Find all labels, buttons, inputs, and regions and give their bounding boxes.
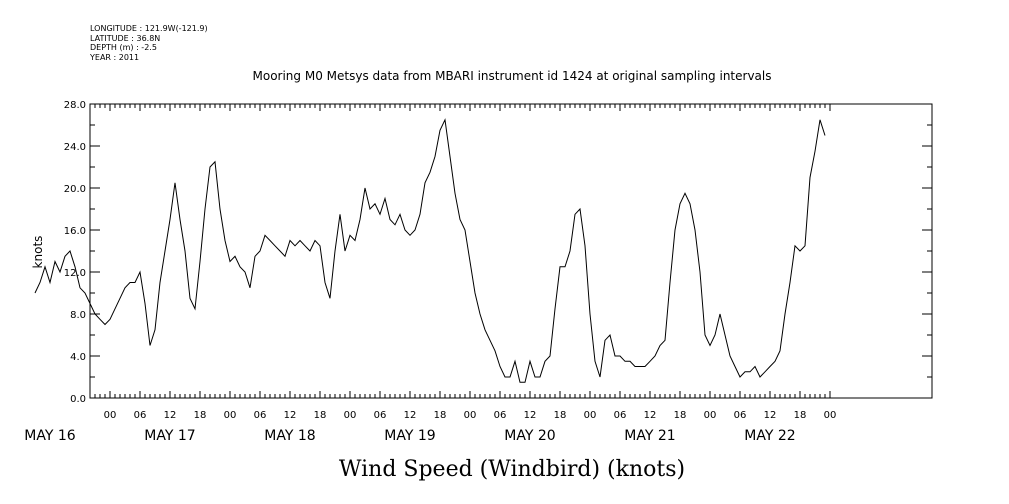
hour-tick-label: 06	[614, 410, 627, 421]
hour-tick-label: 00	[584, 410, 597, 421]
hour-tick-label: 06	[374, 410, 387, 421]
hour-tick-label: 12	[524, 410, 537, 421]
day-label: MAY 21	[624, 428, 675, 444]
day-label: MAY 17	[144, 428, 195, 444]
chart-title: Mooring M0 Metsys data from MBARI instru…	[253, 69, 772, 83]
hour-tick-label: 12	[164, 410, 177, 421]
y-tick-label: 0.0	[70, 394, 86, 405]
hour-tick-label: 12	[644, 410, 657, 421]
hour-tick-label: 00	[224, 410, 237, 421]
hour-tick-label: 00	[104, 410, 117, 421]
hour-tick-label: 18	[794, 410, 807, 421]
plot-frame	[89, 103, 933, 399]
hour-tick-label: 00	[344, 410, 357, 421]
x-axis: 00 06 12 18 00 06 12 18 00 06 12 18 00 06 12 18 00 06 12 18…	[24, 104, 836, 444]
y-axis-label: knots	[31, 236, 45, 269]
hour-tick-label: 06	[134, 410, 147, 421]
latitude-text: LATITUDE : 36.8N	[90, 33, 161, 43]
y-tick-label: 24.0	[64, 142, 86, 153]
y-tick-label: 4.0	[70, 352, 86, 363]
day-label: MAY 18	[264, 428, 315, 444]
hour-tick-label: 18	[554, 410, 567, 421]
hour-tick-label: 06	[254, 410, 267, 421]
y-tick-label: 12.0	[64, 268, 86, 279]
depth-text: DEPTH (m) : -2.5	[90, 43, 157, 52]
hour-tick-label: 18	[314, 410, 327, 421]
hour-tick-label: 00	[824, 410, 837, 421]
day-label: MAY 19	[384, 428, 435, 444]
y-tick-label: 16.0	[64, 226, 86, 237]
series-group	[34, 118, 826, 383]
year-text: YEAR : 2011	[90, 52, 140, 62]
hour-tick-label: 00	[464, 410, 477, 421]
x-axis-label: Wind Speed (Windbird) (knots)	[339, 457, 685, 482]
y-tick-label: 20.0	[64, 184, 86, 195]
hour-tick-label: 12	[404, 410, 417, 421]
y-tick-label: 8.0	[70, 310, 86, 321]
longitude-text: LONGITUDE : 121.9W(-121.9)	[90, 24, 208, 33]
hour-tick-label: 18	[194, 410, 207, 421]
hour-tick-label: 18	[434, 410, 447, 421]
day-label: MAY 22	[744, 428, 795, 444]
hour-tick-label: 06	[734, 410, 747, 421]
y-axis: 0.0 4.0 8.0 12.0 16.0 20.0 24.0 28.0	[64, 100, 932, 405]
day-label: MAY 16	[24, 428, 75, 444]
hour-tick-label: 12	[764, 410, 777, 421]
day-label: MAY 20	[504, 428, 555, 444]
hour-tick-label: 18	[674, 410, 687, 421]
hour-tick-label: 06	[494, 410, 507, 421]
station-metadata: LONGITUDE : 121.9W(-121.9) LATITUDE : 36…	[90, 24, 208, 62]
wind-speed-series-line	[34, 118, 826, 383]
y-tick-label: 28.0	[64, 100, 86, 111]
hour-tick-label: 12	[284, 410, 297, 421]
hour-tick-label: 00	[704, 410, 717, 421]
